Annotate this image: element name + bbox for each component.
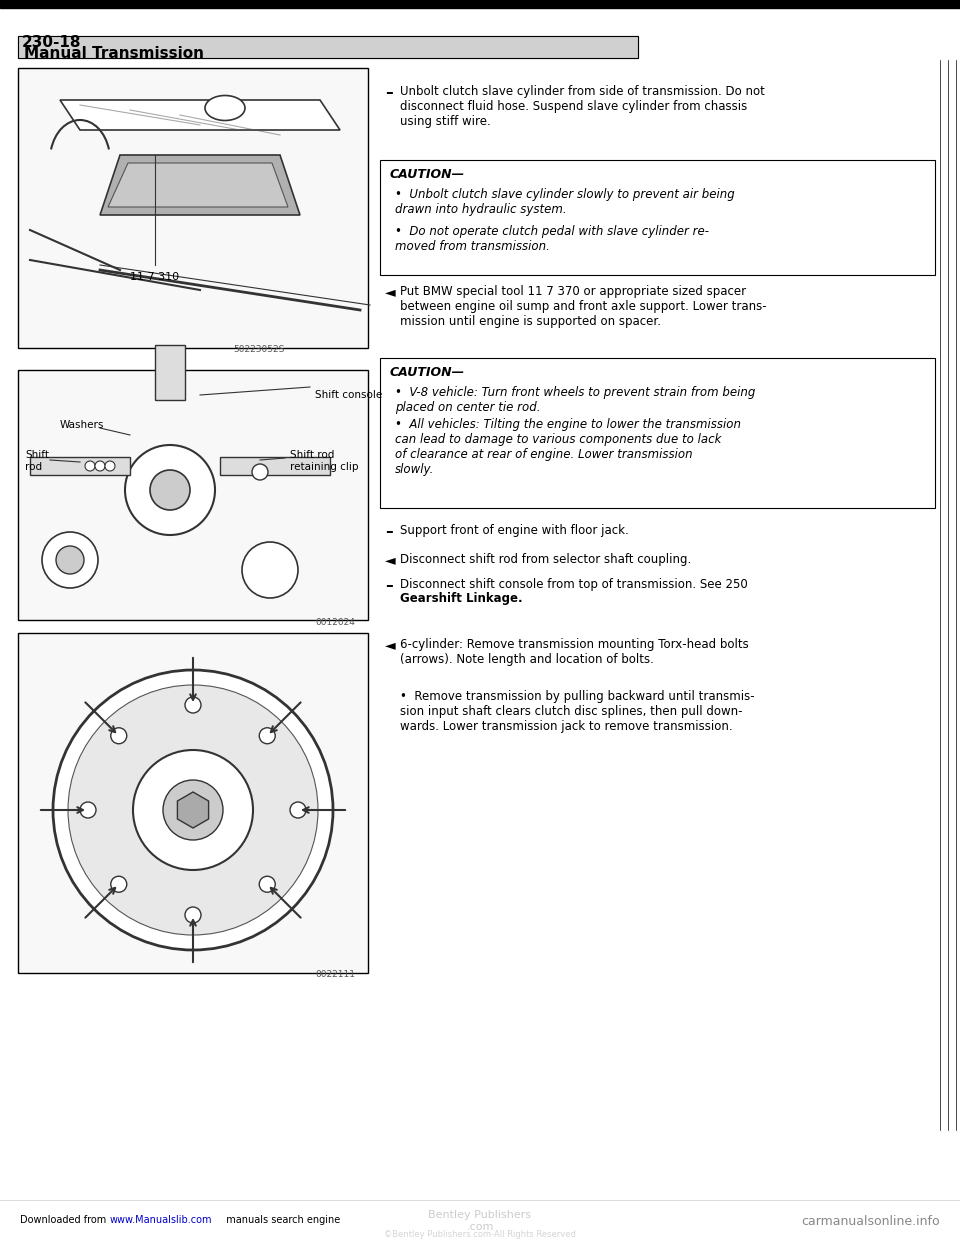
Circle shape [53, 669, 333, 950]
Text: Washers: Washers [60, 420, 105, 430]
Text: 50223052S: 50223052S [233, 345, 285, 354]
Circle shape [105, 461, 115, 471]
Bar [380, 358, 935, 508]
Text: 230-18: 230-18 [22, 35, 82, 50]
Text: Disconnect shift rod from selector shaft coupling.: Disconnect shift rod from selector shaft… [400, 553, 691, 566]
Text: Support front of engine with floor jack.: Support front of engine with floor jack. [400, 524, 629, 537]
Bar [380, 160, 935, 274]
Circle shape [110, 728, 127, 744]
Text: carmanualsonline.info: carmanualsonline.info [802, 1215, 940, 1228]
Text: 0012024: 0012024 [315, 619, 355, 627]
Ellipse shape [205, 96, 245, 120]
Text: •  All vehicles: Tilting the engine to lower the transmission
can lead to damage: • All vehicles: Tilting the engine to lo… [395, 419, 741, 476]
Circle shape [133, 750, 253, 869]
Text: ◄: ◄ [385, 553, 396, 568]
Text: Unbolt clutch slave cylinder from side of transmission. Do not
disconnect fluid : Unbolt clutch slave cylinder from side o… [400, 84, 765, 128]
Bar [18, 68, 368, 348]
Polygon shape [100, 155, 300, 215]
Text: ◄: ◄ [385, 284, 396, 299]
Circle shape [42, 532, 98, 587]
Bar [18, 633, 368, 972]
Text: ◄: ◄ [385, 638, 396, 652]
Circle shape [125, 445, 215, 535]
Text: –: – [385, 578, 393, 592]
Text: Gearshift Linkage.: Gearshift Linkage. [400, 592, 522, 605]
Text: ©Bentley Publishers.com-All Rights Reserved: ©Bentley Publishers.com-All Rights Reser… [384, 1230, 576, 1240]
Text: manuals search engine: manuals search engine [220, 1215, 340, 1225]
Text: Put BMW special tool 11 7 370 or appropriate sized spacer
between engine oil sum: Put BMW special tool 11 7 370 or appropr… [400, 284, 767, 328]
Text: Disconnect shift console from top of transmission. See 250: Disconnect shift console from top of tra… [400, 578, 748, 591]
Text: Shift console: Shift console [315, 390, 382, 400]
Bar [18, 36, 638, 58]
Bar [18, 370, 368, 620]
Circle shape [68, 686, 318, 935]
Circle shape [259, 877, 276, 892]
Circle shape [80, 802, 96, 818]
Text: 6-cylinder: Remove transmission mounting Torx-head bolts
(arrows). Note length a: 6-cylinder: Remove transmission mounting… [400, 638, 749, 666]
Text: •  Unbolt clutch slave cylinder slowly to prevent air being
drawn into hydraulic: • Unbolt clutch slave cylinder slowly to… [395, 188, 734, 216]
Circle shape [95, 461, 105, 471]
Text: –: – [385, 84, 393, 101]
Bar [220, 457, 330, 474]
Text: Manual Transmission: Manual Transmission [24, 46, 204, 61]
Circle shape [259, 728, 276, 744]
Text: Bentley Publishers
.com: Bentley Publishers .com [428, 1210, 532, 1232]
Circle shape [185, 697, 201, 713]
Circle shape [150, 469, 190, 510]
Text: www.Manualslib.com: www.Manualslib.com [110, 1215, 212, 1225]
Bar [18, 36, 638, 58]
Bar [30, 457, 130, 474]
Circle shape [185, 907, 201, 923]
Text: CAUTION—: CAUTION— [390, 168, 466, 181]
Text: •  Do not operate clutch pedal with slave cylinder re-
moved from transmission.: • Do not operate clutch pedal with slave… [395, 225, 709, 253]
Polygon shape [108, 163, 288, 207]
Text: Downloaded from: Downloaded from [20, 1215, 109, 1225]
Polygon shape [60, 101, 340, 130]
Circle shape [85, 461, 95, 471]
Text: Shift
rod: Shift rod [25, 450, 49, 472]
Circle shape [290, 802, 306, 818]
Circle shape [252, 465, 268, 479]
Text: Shift rod
retaining clip: Shift rod retaining clip [290, 450, 358, 472]
Circle shape [242, 542, 298, 597]
Text: –: – [385, 524, 393, 539]
Circle shape [56, 546, 84, 574]
Bar [155, 345, 185, 400]
Text: 11 7 310: 11 7 310 [130, 272, 180, 282]
Circle shape [110, 877, 127, 892]
Text: 0022111: 0022111 [315, 970, 355, 979]
Text: •  Remove transmission by pulling backward until transmis-
sion input shaft clea: • Remove transmission by pulling backwar… [400, 691, 755, 733]
Circle shape [163, 780, 223, 840]
Text: •  V-8 vehicle: Turn front wheels to prevent strain from being
placed on center : • V-8 vehicle: Turn front wheels to prev… [395, 386, 756, 414]
Text: CAUTION—: CAUTION— [390, 366, 466, 379]
Bar [0, 0, 960, 7]
